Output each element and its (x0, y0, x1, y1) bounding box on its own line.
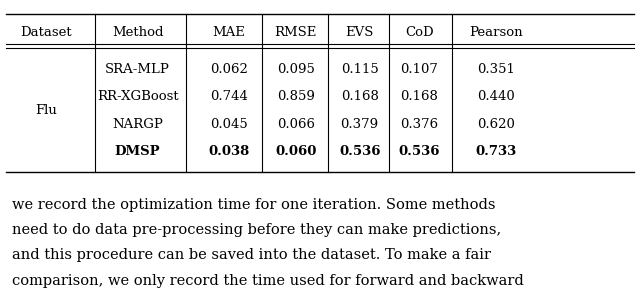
Text: RR-XGBoost: RR-XGBoost (97, 90, 179, 103)
Text: 0.066: 0.066 (276, 118, 315, 131)
Text: Flu: Flu (35, 104, 57, 117)
Text: NARGP: NARGP (112, 118, 163, 131)
Text: need to do data pre-processing before they can make predictions,: need to do data pre-processing before th… (12, 223, 500, 237)
Text: comparison, we only record the time used for forward and backward: comparison, we only record the time used… (12, 274, 524, 288)
Text: 0.062: 0.062 (210, 63, 248, 76)
Text: 0.733: 0.733 (476, 146, 516, 158)
Text: 0.440: 0.440 (477, 90, 515, 103)
Text: 0.376: 0.376 (400, 118, 438, 131)
Text: 0.038: 0.038 (209, 146, 250, 158)
Text: Method: Method (112, 26, 163, 39)
Text: CoD: CoD (405, 26, 433, 39)
Text: 0.060: 0.060 (275, 146, 316, 158)
Text: 0.859: 0.859 (276, 90, 315, 103)
Text: 0.536: 0.536 (399, 146, 440, 158)
Text: Pearson: Pearson (469, 26, 523, 39)
Text: 0.620: 0.620 (477, 118, 515, 131)
Text: RMSE: RMSE (275, 26, 317, 39)
Text: 0.107: 0.107 (400, 63, 438, 76)
Text: 0.168: 0.168 (400, 90, 438, 103)
Text: EVS: EVS (346, 26, 374, 39)
Text: we record the optimization time for one iteration. Some methods: we record the optimization time for one … (12, 198, 495, 212)
Text: and this procedure can be saved into the dataset. To make a fair: and this procedure can be saved into the… (12, 248, 490, 262)
Text: 0.536: 0.536 (339, 146, 380, 158)
Text: 0.744: 0.744 (210, 90, 248, 103)
Text: DMSP: DMSP (115, 146, 161, 158)
Text: 0.351: 0.351 (477, 63, 515, 76)
Text: Dataset: Dataset (20, 26, 72, 39)
Text: 0.045: 0.045 (211, 118, 248, 131)
Text: 0.095: 0.095 (276, 63, 315, 76)
Text: 0.168: 0.168 (340, 90, 379, 103)
Text: MAE: MAE (212, 26, 246, 39)
Text: 0.115: 0.115 (341, 63, 378, 76)
Text: SRA-MLP: SRA-MLP (105, 63, 170, 76)
Text: 0.379: 0.379 (340, 118, 379, 131)
